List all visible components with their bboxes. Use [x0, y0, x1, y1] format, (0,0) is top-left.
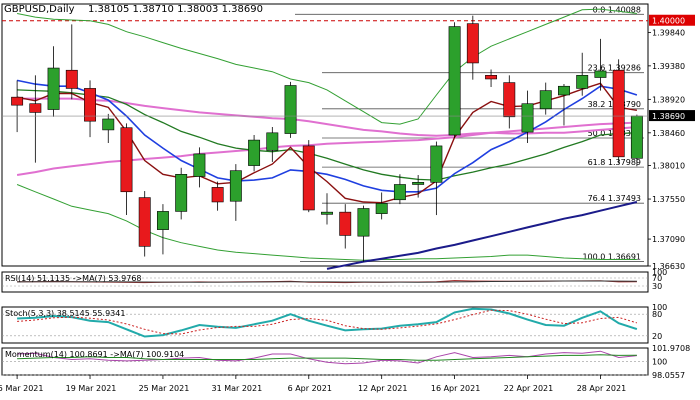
fib-level-label: 23.6 1.39286	[588, 64, 641, 73]
bullish-candle	[248, 139, 261, 166]
bearish-candle	[485, 75, 498, 80]
time-axis: 15 Mar 2021 19 Mar 2021 25 Mar 2021 31 Mar …	[0, 375, 626, 393]
momentum-pane[interactable]: 98.0557 100 101.9708 Momentum(14) 100.8691 …	[1, 344, 690, 380]
bullish-candle	[576, 75, 589, 89]
time-tick-label: 19 Mar 2021	[66, 384, 117, 393]
rsi-pane-frame	[1, 271, 649, 293]
bullish-candle	[539, 90, 552, 110]
bollinger-lower-line	[16, 184, 637, 261]
rsi-tick-label: 70	[652, 274, 662, 283]
bullish-candle	[558, 85, 570, 96]
bearish-candle	[612, 69, 625, 158]
bullish-candle	[229, 170, 242, 202]
price-tick-label: 1.39380	[652, 62, 685, 71]
momentum-title: Momentum(14) 100.8691 ->MA(7) 100.9104	[5, 350, 184, 359]
stoch-tick-label: 20	[652, 332, 662, 341]
time-tick-label: 22 Apr 2021	[504, 384, 553, 393]
bearish-candle	[302, 145, 315, 211]
bearish-candle	[339, 211, 352, 236]
bullish-candle	[521, 103, 534, 133]
price-tick-label: 1.38010	[652, 162, 685, 171]
bearish-candle	[11, 96, 24, 106]
bullish-candle	[412, 182, 425, 185]
bullish-candle	[266, 132, 279, 151]
bullish-candle	[175, 174, 188, 212]
stoch-tick-label: 80	[652, 310, 662, 319]
time-tick-label: 31 Mar 2021	[211, 384, 262, 393]
bullish-candle	[284, 85, 297, 134]
bearish-candle	[503, 82, 516, 118]
stoch-title: Stoch(5,3,3) 38.5145 55.9341	[5, 309, 125, 318]
bearish-candle	[211, 187, 224, 203]
rsi-tick-label: 100	[652, 268, 667, 277]
rsi-tick-label: 30	[652, 282, 662, 291]
bullish-candle	[430, 145, 443, 183]
bullish-candle	[156, 211, 169, 230]
time-tick-label: 15 Mar 2021	[0, 384, 43, 393]
brown-ma-line	[16, 82, 638, 204]
bullish-candle	[102, 118, 115, 131]
bearish-candle	[29, 103, 42, 113]
momentum-tick-label: 98.0557	[652, 371, 685, 380]
rsi_ma-line	[17, 280, 637, 283]
time-tick-label: 28 Apr 2021	[577, 384, 626, 393]
price-tick-label: 1.36630	[652, 262, 685, 271]
bearish-candle	[138, 197, 151, 247]
bearish-candle	[65, 69, 78, 89]
fib-level-label: 0.0 1.40088	[593, 5, 641, 14]
bearish-candle	[84, 88, 96, 122]
level-price-tag	[649, 14, 695, 26]
fib-level-label: 61.8 1.37989	[588, 158, 641, 167]
stoch_main-line	[17, 307, 638, 338]
bullish-candle	[630, 115, 643, 159]
momentum_signal-line	[17, 354, 637, 361]
blue-ma-line	[16, 79, 638, 193]
momentum-tick-label: 101.9708	[652, 344, 690, 353]
current-price-tag	[649, 110, 695, 122]
green-ma-line	[17, 89, 637, 181]
time-tick-label: 6 Apr 2021	[288, 384, 332, 393]
bullish-candle	[594, 70, 607, 78]
momentum_main-line	[17, 350, 637, 365]
fib-level-label: 100.0 1.36691	[582, 253, 641, 262]
bearish-candle	[120, 127, 133, 193]
bullish-candle	[393, 184, 406, 201]
ohlc-readout: 1.38105 1.38710 1.38003 1.38690	[88, 4, 263, 15]
price-tick-label: 1.37550	[652, 195, 685, 204]
price-tick-label: 1.39840	[652, 28, 685, 37]
bullish-candle	[193, 153, 206, 177]
symbol-label: GBPUSD,Daily	[4, 4, 75, 15]
bearish-candle	[466, 23, 479, 64]
price-tick-label: 1.37090	[652, 235, 685, 244]
rsi-title: RSI(14) 51.1135 ->MA(7) 53.9768	[5, 274, 142, 283]
price-tick-label: 1.38920	[652, 95, 685, 104]
bullish-candle	[357, 208, 370, 237]
price-pane-frame	[1, 3, 649, 267]
current-price-label: 1.38690	[652, 112, 685, 121]
stoch-tick-label: 100	[652, 303, 667, 312]
time-tick-label: 16 Apr 2021	[431, 384, 480, 393]
price-tick-label: 1.38460	[652, 129, 685, 138]
long-sma-line	[326, 201, 638, 270]
bullish-candle	[321, 211, 333, 215]
time-tick-label: 12 Apr 2021	[358, 384, 407, 393]
stoch_signal-line	[17, 309, 638, 335]
momentum-tick-label: 100	[652, 358, 667, 367]
bullish-candle	[448, 26, 461, 136]
fib-level-label: 76.4 1.37493	[588, 194, 641, 203]
bullish-candle	[375, 203, 388, 214]
bollinger-upper-line	[17, 8, 637, 125]
level-price-label: 1.40000	[652, 17, 685, 26]
stoch-pane-frame	[1, 306, 649, 344]
time-tick-label: 25 Mar 2021	[139, 384, 190, 393]
bullish-candle	[47, 67, 60, 110]
